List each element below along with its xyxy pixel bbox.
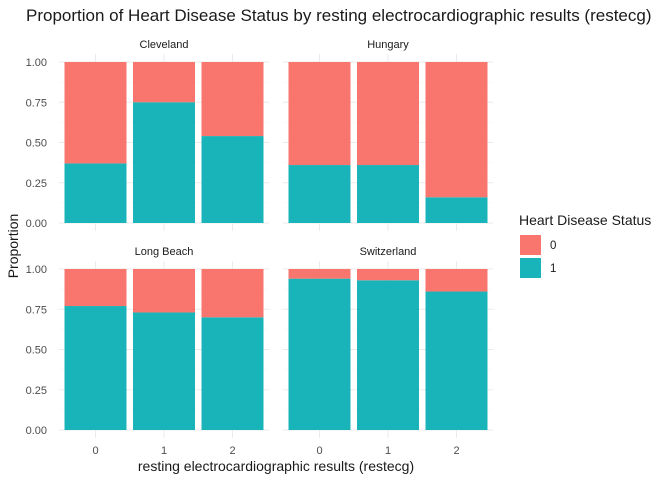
bar-status-0 <box>201 62 264 137</box>
bar-status-0 <box>133 62 195 103</box>
panel-hungary: Hungary <box>283 39 493 231</box>
facet-label: Cleveland <box>140 39 189 51</box>
legend-label-1: 1 <box>550 263 556 275</box>
y-axis-title: Proportion <box>5 214 21 279</box>
bar-status-1 <box>64 163 127 223</box>
bar-status-0 <box>64 62 127 164</box>
bar-status-0 <box>201 269 264 318</box>
bar-status-1 <box>201 136 264 223</box>
panel-switzerland: Switzerland 0 1 2 <box>283 246 493 457</box>
bar-status-1 <box>288 278 351 430</box>
x-axis-title: resting electrocardiographic results (re… <box>138 458 414 474</box>
bar-status-1 <box>133 312 195 430</box>
x-tick-label: 0 <box>92 445 98 457</box>
facet-label: Long Beach <box>135 246 194 258</box>
x-tick-label: 1 <box>161 445 167 457</box>
y-tick-label: 0.25 <box>26 178 47 190</box>
bar-status-1 <box>357 165 419 223</box>
legend-swatch-0 <box>520 235 541 255</box>
y-tick-label: 1.00 <box>26 264 47 276</box>
bar-status-1 <box>425 291 488 430</box>
bar-status-1 <box>133 102 195 223</box>
y-tick-label: 0.50 <box>26 138 47 150</box>
x-tick-label: 2 <box>229 445 235 457</box>
bar-status-0 <box>357 62 419 166</box>
bar-status-0 <box>288 269 351 279</box>
panel-cleveland: Cleveland 0.00 0.25 0.50 0.75 1.00 <box>26 39 269 231</box>
y-tick-label: 0.25 <box>26 385 47 397</box>
bar-status-1 <box>64 306 127 430</box>
bar-status-0 <box>425 269 488 292</box>
facet-label: Switzerland <box>360 246 417 258</box>
bar-status-0 <box>357 269 419 281</box>
y-tick-label: 0.75 <box>26 97 47 109</box>
bar-status-1 <box>357 280 419 430</box>
bar-status-1 <box>201 317 264 430</box>
legend-title: Heart Disease Status <box>519 212 651 228</box>
legend-label-0: 0 <box>550 240 556 252</box>
x-tick-label: 0 <box>316 445 322 457</box>
bar-status-1 <box>288 165 351 223</box>
bar-status-0 <box>133 269 195 313</box>
x-tick-label: 1 <box>385 445 391 457</box>
y-tick-label: 0.50 <box>26 345 47 357</box>
y-tick-label: 0.75 <box>26 304 47 316</box>
x-tick-label: 2 <box>453 445 459 457</box>
y-tick-label: 1.00 <box>26 57 47 69</box>
bar-status-0 <box>64 269 127 307</box>
facet-label: Hungary <box>367 39 409 51</box>
bar-status-0 <box>288 62 351 166</box>
panel-long-beach: Long Beach 0.00 0.25 0.50 0.75 1.00 0 1 2 <box>26 246 269 457</box>
y-tick-label: 0.00 <box>26 425 47 437</box>
bar-status-1 <box>425 197 488 223</box>
y-tick-label: 0.00 <box>26 218 47 230</box>
legend-swatch-1 <box>520 258 541 278</box>
chart-title: Proportion of Heart Disease Status by re… <box>26 6 652 25</box>
bar-status-0 <box>425 62 488 198</box>
